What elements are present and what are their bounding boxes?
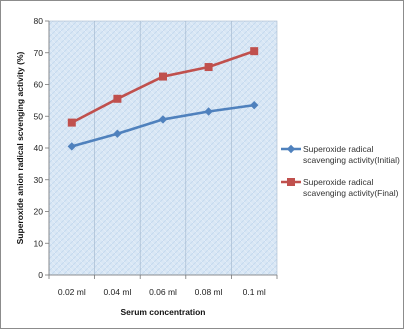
y-axis-ticks: 0 10 20 30 40 50 60 70 80 (34, 16, 49, 280)
y-tick-label: 60 (34, 80, 44, 90)
x-axis-ticks: 0.02 ml 0.04 ml 0.06 ml 0.08 ml 0.1 ml (48, 275, 278, 297)
x-tick-label: 0.1 ml (243, 287, 266, 297)
data-point (113, 129, 122, 138)
y-tick-label: 70 (34, 48, 44, 58)
data-point (204, 107, 213, 116)
y-tick-label: 50 (34, 111, 44, 121)
y-axis-title: Superoxide anion radical scvenging activ… (15, 51, 25, 244)
series-2 (67, 47, 259, 127)
y-tick-label: 40 (34, 143, 44, 153)
series-group (67, 47, 259, 151)
data-point (250, 100, 259, 110)
legend-label: scavenging activity(Initial) (303, 155, 400, 165)
vertical-gridlines (94, 21, 232, 275)
x-tick-label: 0.04 ml (103, 287, 131, 297)
legend-label: scavenging activity(Final) (303, 188, 399, 198)
y-tick-label: 30 (34, 175, 44, 185)
x-tick-label: 0.08 ml (195, 287, 223, 297)
data-point (67, 142, 76, 151)
y-tick-label: 0 (38, 270, 43, 280)
legend-label: Superoxide radical (303, 144, 374, 154)
x-axis-title: Serum concentration (120, 307, 205, 317)
x-tick-label: 0.06 ml (149, 287, 177, 297)
data-point (159, 72, 167, 81)
data-point (113, 94, 122, 103)
plot-area (48, 20, 278, 276)
y-tick-label: 10 (34, 238, 44, 248)
data-point (67, 118, 76, 127)
series-1 (67, 100, 259, 151)
data-point (250, 47, 259, 56)
y-tick-label: 20 (34, 207, 44, 217)
legend-marker (286, 144, 296, 154)
x-tick-label: 0.02 ml (58, 287, 86, 297)
data-point (204, 63, 213, 72)
y-tick-label: 80 (34, 16, 44, 26)
data-point (158, 115, 168, 124)
legend-marker (287, 178, 295, 186)
legend-label: Superoxide radical (303, 177, 374, 187)
